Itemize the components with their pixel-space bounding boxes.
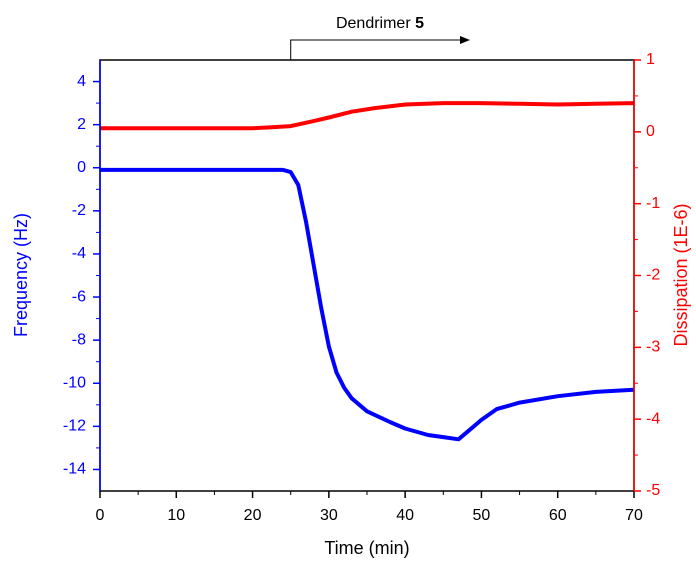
y-tick-label: 2 bbox=[77, 116, 86, 133]
annotation-bold: 5 bbox=[415, 15, 424, 32]
y-tick-label: -6 bbox=[72, 288, 86, 305]
x-tick-label: 30 bbox=[320, 507, 338, 524]
y-tick-label: 0 bbox=[77, 159, 86, 176]
line bbox=[100, 101, 635, 131]
y2-tick-label: -5 bbox=[646, 482, 660, 499]
y-tick-label: -8 bbox=[72, 331, 86, 348]
annotation-arrowhead bbox=[460, 36, 470, 44]
y-tick-label: -2 bbox=[72, 202, 86, 219]
y2-axis-label: Dissipation (1E-6) bbox=[671, 203, 691, 346]
y2-tick-label: -3 bbox=[646, 339, 660, 356]
annotation: Dendrimer 5 bbox=[336, 15, 424, 32]
x-axis-label: Time (min) bbox=[324, 538, 409, 558]
y2-tick-label: -1 bbox=[646, 195, 660, 212]
x-tick-label: 10 bbox=[167, 507, 185, 524]
y-tick-label: -10 bbox=[63, 374, 86, 391]
annotation-text: Dendrimer bbox=[336, 15, 411, 32]
y-axis-label: Frequency (Hz) bbox=[11, 213, 31, 337]
y2-tick-label: 1 bbox=[646, 51, 655, 68]
x-tick-label: 20 bbox=[244, 507, 262, 524]
y2-tick-label: -4 bbox=[646, 410, 660, 427]
y-tick-label: -12 bbox=[63, 418, 86, 435]
y-tick-label: -14 bbox=[63, 461, 86, 478]
x-tick-label: 70 bbox=[625, 507, 643, 524]
x-tick-label: 40 bbox=[396, 507, 414, 524]
y-tick-label: -4 bbox=[72, 245, 86, 262]
y2-tick-label: -2 bbox=[646, 267, 660, 284]
y-tick-label: 4 bbox=[77, 73, 86, 90]
x-tick-label: 0 bbox=[96, 507, 105, 524]
line bbox=[100, 167, 635, 442]
annotation-arrow bbox=[290, 39, 462, 60]
x-tick-label: 60 bbox=[549, 507, 567, 524]
y2-tick-label: 0 bbox=[646, 123, 655, 140]
x-tick-label: 50 bbox=[473, 507, 491, 524]
